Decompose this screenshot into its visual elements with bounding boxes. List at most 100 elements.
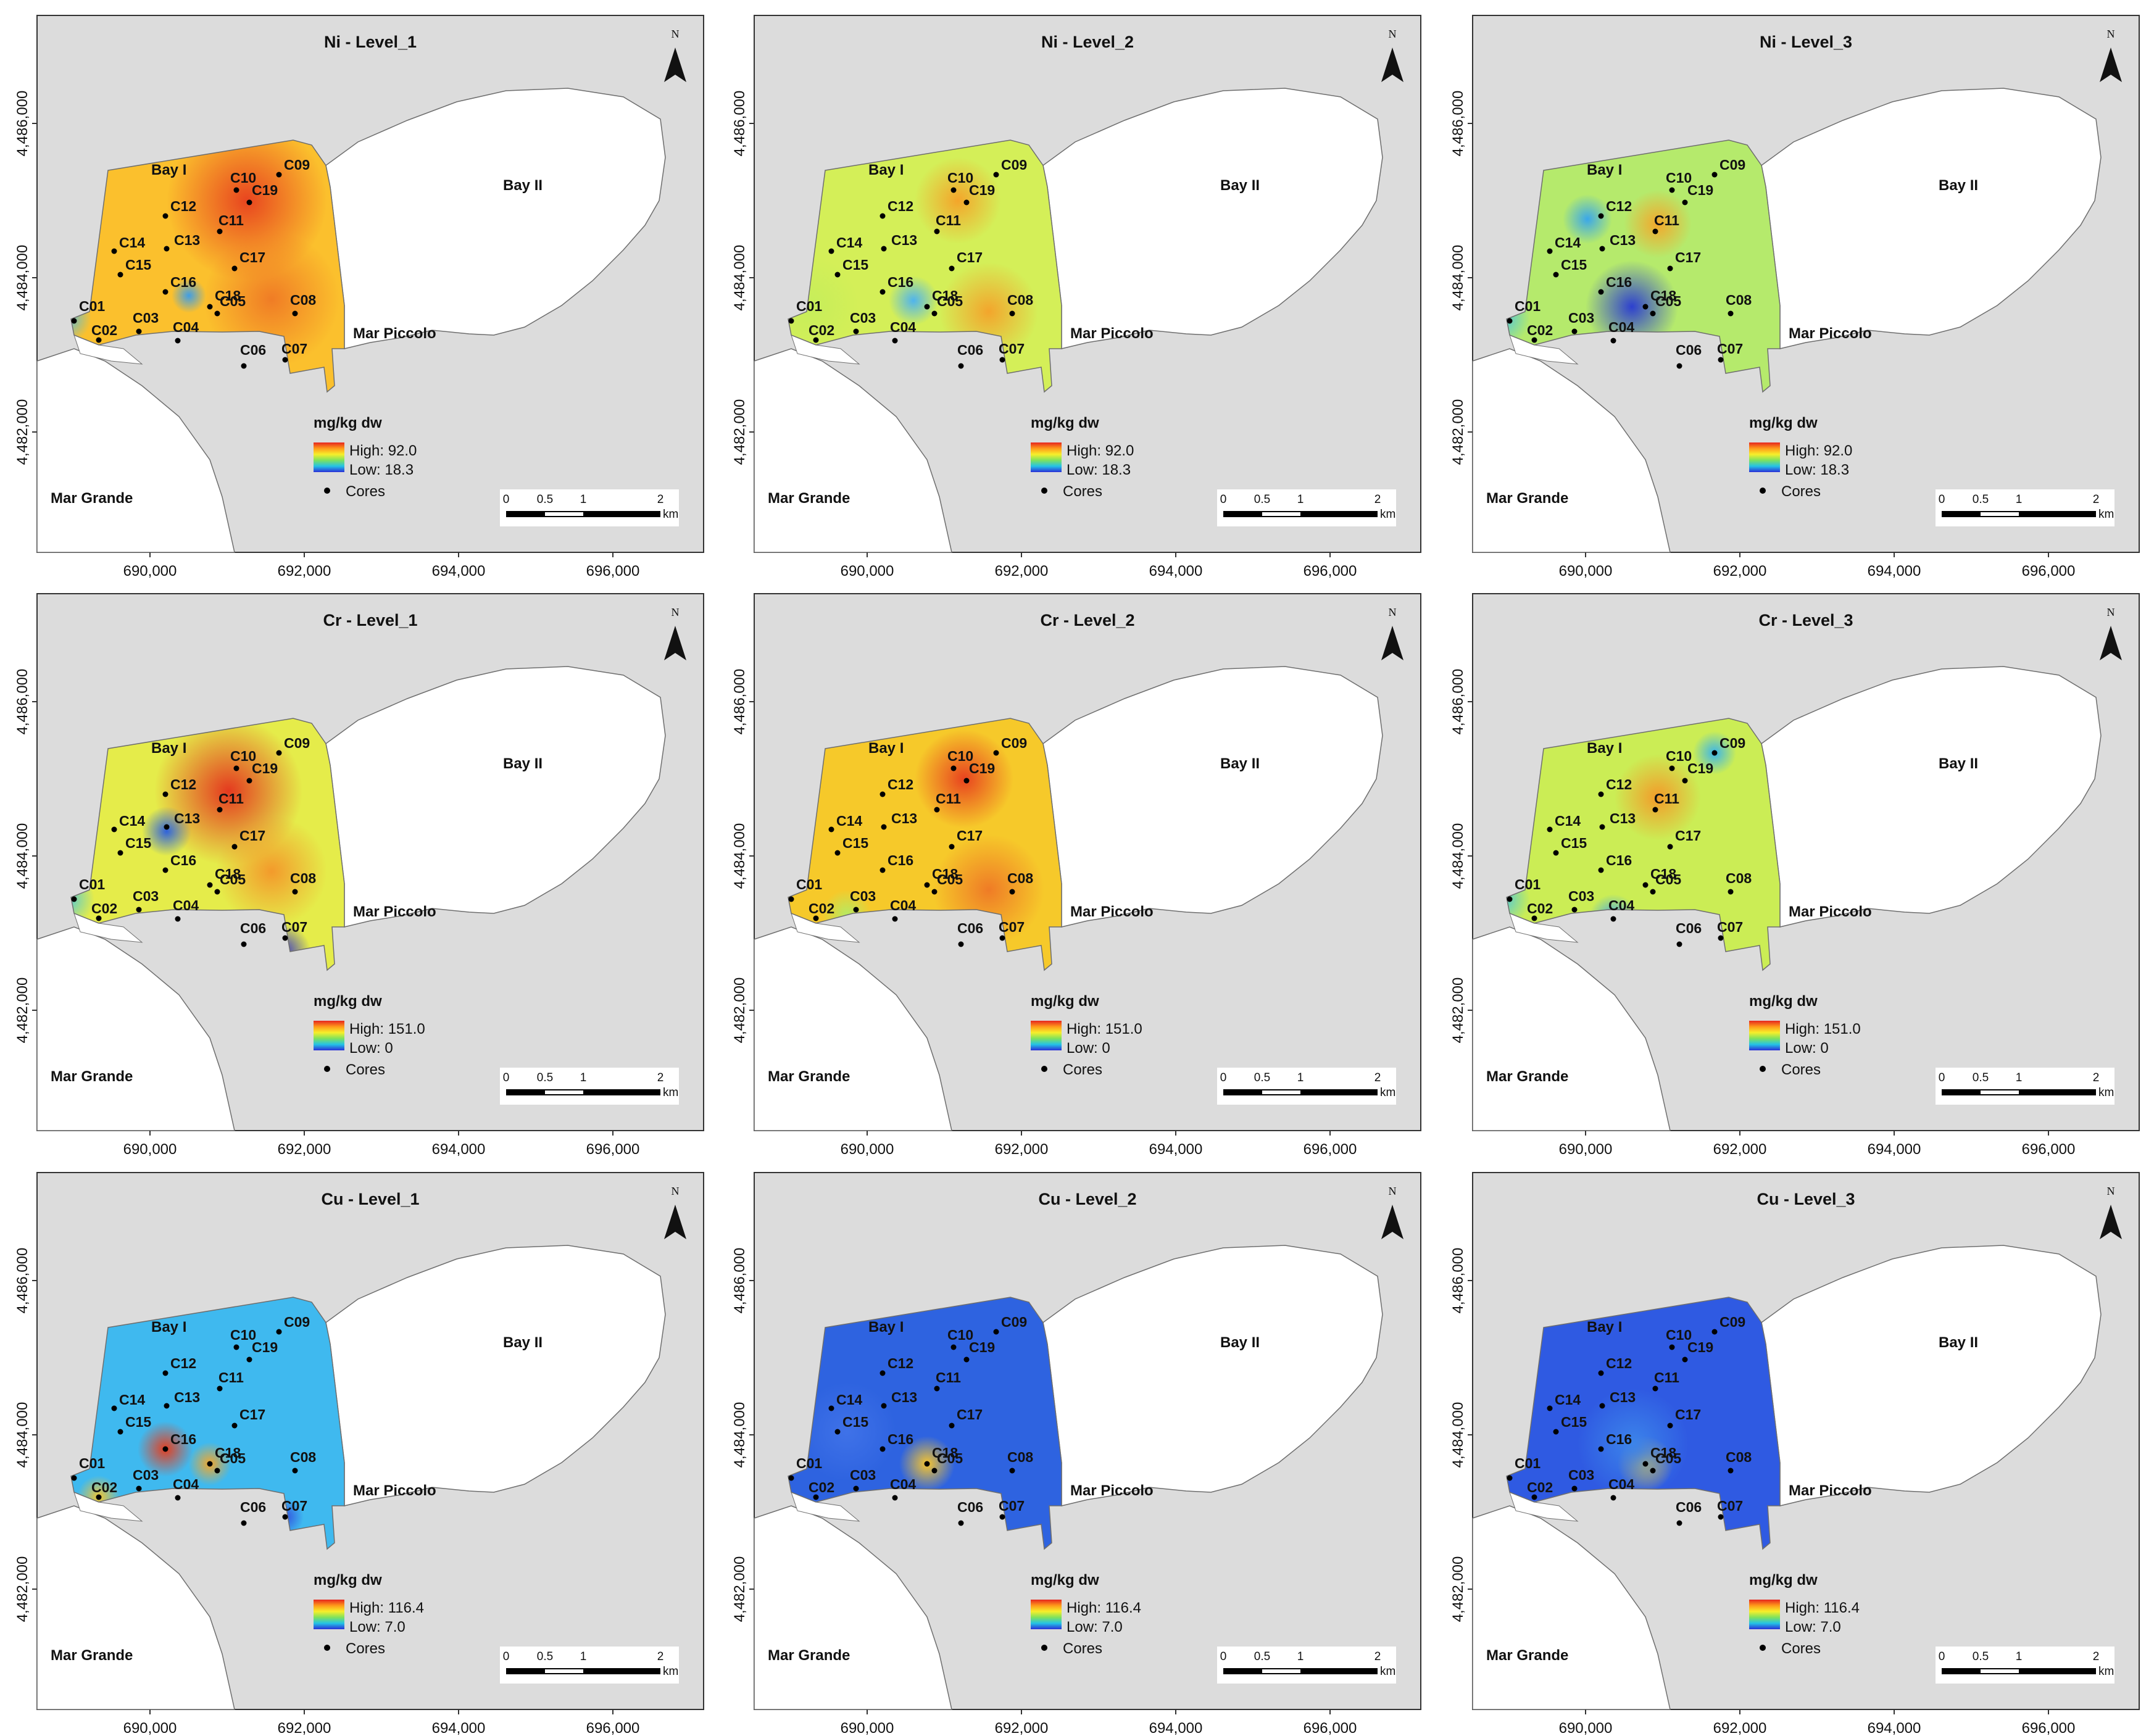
core-label: C16 xyxy=(1606,1431,1632,1447)
legend-unit: mg/kg dw xyxy=(1031,1572,1099,1589)
north-label: N xyxy=(2107,28,2115,40)
x-tick-label: 692,000 xyxy=(995,563,1049,579)
bay-ii-water xyxy=(1761,666,2102,928)
core-point xyxy=(834,1429,841,1435)
core-point xyxy=(892,916,898,922)
label-mar-grande: Mar Grande xyxy=(1486,1647,1568,1664)
core-label: C01 xyxy=(79,298,105,314)
core-point xyxy=(924,1461,930,1467)
core-point xyxy=(117,850,123,856)
panel-title: Cu - Level_3 xyxy=(1757,1190,1855,1208)
concentration-hotspot xyxy=(915,157,1001,244)
x-tick-label: 694,000 xyxy=(1868,1720,1921,1736)
y-tick-label: 4,486,000 xyxy=(1450,1248,1466,1314)
north-arrow-icon xyxy=(1381,48,1403,82)
legend-low: Low: 18.3 xyxy=(349,462,414,478)
core-label: C02 xyxy=(1527,900,1553,916)
core-label: C18 xyxy=(215,1445,241,1461)
core-point xyxy=(993,750,999,756)
legend-core-symbol xyxy=(1760,1645,1766,1651)
core-point xyxy=(1531,337,1537,343)
core-label: C17 xyxy=(1675,249,1701,265)
legend-cores: Cores xyxy=(1063,1640,1102,1657)
y-tick-label: 4,486,000 xyxy=(14,91,31,157)
core-point xyxy=(879,289,886,295)
core-label: C10 xyxy=(1666,1327,1692,1343)
core-label: C17 xyxy=(1675,1406,1701,1422)
scalebar-tick: 1 xyxy=(580,1071,587,1084)
y-tick-label: 4,482,000 xyxy=(14,1556,31,1622)
core-point xyxy=(1531,915,1537,921)
core-label: C12 xyxy=(888,198,913,214)
core-point xyxy=(233,765,239,771)
core-label: C14 xyxy=(119,1392,145,1408)
core-label: C10 xyxy=(230,1327,256,1343)
bay-ii-water xyxy=(1042,666,1383,928)
core-label: C12 xyxy=(888,776,913,792)
core-label: C04 xyxy=(890,1476,916,1492)
core-label: C03 xyxy=(133,310,159,326)
core-point xyxy=(1553,272,1559,278)
core-label: C18 xyxy=(1650,288,1676,304)
core-label: C05 xyxy=(1655,1450,1681,1466)
core-point xyxy=(241,363,247,369)
core-label: C18 xyxy=(1650,1445,1676,1461)
x-tick-label: 690,000 xyxy=(841,1141,894,1158)
legend-high: High: 151.0 xyxy=(1067,1021,1142,1037)
legend-color-ramp xyxy=(314,1600,344,1629)
core-point xyxy=(162,289,168,295)
core-label: C15 xyxy=(1561,835,1587,851)
scalebar-tick: 1 xyxy=(580,493,587,506)
core-label: C03 xyxy=(133,1467,159,1483)
x-tick-label: 694,000 xyxy=(1149,563,1203,579)
scalebar-segment xyxy=(1262,512,1300,516)
core-point xyxy=(1599,246,1605,252)
scalebar-bg xyxy=(1936,489,2114,526)
label-bay-ii: Bay II xyxy=(1939,177,1978,194)
scalebar-bg xyxy=(1936,1068,2114,1105)
core-point xyxy=(164,1403,170,1409)
core-label: C17 xyxy=(957,249,983,265)
core-point xyxy=(1728,1468,1734,1474)
y-tick-label: 4,482,000 xyxy=(14,399,31,465)
core-label: C10 xyxy=(230,748,256,764)
core-label: C14 xyxy=(119,235,145,251)
core-point xyxy=(217,228,223,235)
core-point xyxy=(214,1468,220,1474)
core-point xyxy=(217,1385,223,1392)
core-point xyxy=(117,272,123,278)
core-label: C04 xyxy=(173,319,199,335)
core-point xyxy=(233,187,239,193)
x-tick-label: 692,000 xyxy=(278,1141,331,1158)
label-bay-i: Bay I xyxy=(1587,740,1622,757)
core-label: C19 xyxy=(252,182,278,198)
x-tick-label: 694,000 xyxy=(1149,1720,1203,1736)
core-label: C11 xyxy=(936,1369,961,1385)
core-label: C05 xyxy=(1655,871,1681,887)
legend-low: Low: 0 xyxy=(1067,1040,1110,1057)
core-label: C06 xyxy=(240,920,266,936)
core-point xyxy=(963,778,970,784)
scalebar-unit: km xyxy=(1380,1086,1395,1099)
core-point xyxy=(231,1422,238,1429)
core-label: C19 xyxy=(969,760,995,776)
core-point xyxy=(1547,1405,1553,1411)
core-point xyxy=(949,844,955,850)
scalebar-tick: 0 xyxy=(1220,493,1227,506)
core-label: C08 xyxy=(290,1449,316,1465)
core-point xyxy=(1667,265,1673,272)
legend-color-ramp xyxy=(1031,1600,1062,1629)
core-label: C12 xyxy=(170,776,196,792)
core-label: C12 xyxy=(170,198,196,214)
core-label: C05 xyxy=(220,1450,246,1466)
core-label: C07 xyxy=(1717,341,1743,357)
scalebar-tick: 0.5 xyxy=(537,493,553,506)
core-label: C19 xyxy=(1687,760,1713,776)
legend-high: High: 92.0 xyxy=(1785,442,1852,459)
core-label: C18 xyxy=(932,1445,958,1461)
core-label: C02 xyxy=(1527,1479,1553,1495)
core-label: C13 xyxy=(891,1389,917,1405)
core-label: C18 xyxy=(1650,866,1676,882)
map-panel: Cr - Level_3 N Bay I Bay II Mar Piccolo Mar G… xyxy=(1450,593,2140,1158)
core-label: C14 xyxy=(836,1392,862,1408)
